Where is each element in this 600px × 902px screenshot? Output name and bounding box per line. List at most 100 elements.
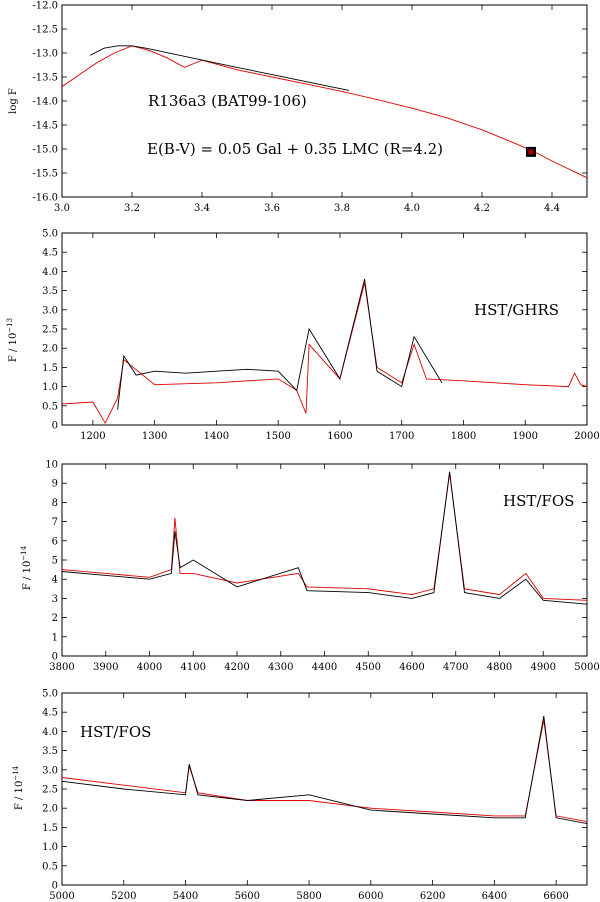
fos-red-x-tick-label: 5600 [235, 891, 260, 902]
ghrs-observed-line [117, 278, 443, 410]
fos-blue-x-tick-label: 3800 [49, 662, 74, 673]
sed-y-tick-label: -12.0 [32, 1, 58, 12]
fos-red-y-tick-label: 4.5 [42, 708, 58, 719]
sed-y-tick-label: -16.0 [32, 193, 58, 204]
ghrs-x-tick-label: 1200 [80, 431, 105, 442]
fos-red-x-tick-label: 6600 [543, 891, 568, 902]
fos-blue-x-tick-label: 4100 [181, 662, 206, 673]
ghrs-x-tick-label: 1800 [451, 431, 476, 442]
ghrs-y-tick-label: 3.5 [42, 286, 58, 297]
ghrs-y-tick-label: 2.0 [42, 344, 58, 355]
fos-red-y-axis-label: F / 10−14 [12, 765, 25, 810]
sed-x-tick-label: 3.8 [334, 203, 350, 214]
ghrs-y-tick-label: 4.5 [42, 248, 58, 259]
fos-red-y-tick-label: 2.5 [42, 785, 58, 796]
sed-y-tick-label: -13.5 [32, 73, 58, 84]
sed-y-tick-label: -15.0 [32, 145, 58, 156]
fos-blue-x-tick-label: 4400 [312, 662, 337, 673]
fos-blue-x-tick-label: 4000 [137, 662, 162, 673]
sed-panel: log F 3.0 3.2 3.4 3.6 3.8 4.0 4.2 4.4 -16.0 -15.5… [8, 1, 588, 214]
fos-blue-y-tick-label: 6 [52, 536, 58, 547]
fos-blue-y-tick-label: 5 [52, 556, 58, 567]
sed-photometry-point-core [528, 149, 534, 155]
ghrs-x-tick-label: 1700 [389, 431, 414, 442]
sed-x-tick-label: 4.4 [544, 203, 560, 214]
fos-red-observed-line [62, 715, 587, 825]
sed-x-tick-label: 3.4 [194, 203, 210, 214]
fos-red-x-tick-label: 6200 [420, 891, 445, 902]
sed-reddening-label: E(B-V) = 0.05 Gal + 0.35 LMC (R=4.2) [147, 140, 443, 158]
ghrs-y-tick-label: 0.5 [42, 401, 58, 412]
fos-red-y-tick-label: 1.0 [42, 842, 58, 853]
sed-model-line [62, 45, 587, 179]
fos-blue-panel: F / 10−14 3800 3900 4000 4100 4200 4300 4400 45… [20, 460, 600, 674]
fos-red-y-tick-label: 1.5 [42, 823, 58, 834]
ghrs-x-tick-label: 1400 [204, 431, 229, 442]
ghrs-panel: F / 10−13 1200 1300 1400 1500 1600 1700 1800 19… [6, 229, 600, 443]
fos-blue-y-tick-label: 1 [52, 632, 58, 643]
fos-red-plot-frame [61, 692, 588, 886]
fos-red-x-tick-label: 6400 [482, 891, 507, 902]
fos-blue-instrument-label: HST/FOS [503, 492, 574, 510]
fos-blue-x-tick-label: 4700 [443, 662, 468, 673]
fos-blue-y-tick-label: 0 [52, 652, 58, 663]
sed-plot-frame [61, 4, 588, 198]
ghrs-x-tick-label: 1600 [327, 431, 352, 442]
fos-blue-y-tick-label: 7 [52, 517, 58, 528]
fos-red-y-tick-label: 0.5 [42, 861, 58, 872]
sed-y-tick-label: -13.0 [32, 49, 58, 60]
sed-x-tick-label: 4.2 [474, 203, 490, 214]
fos-red-x-tick-label: 5800 [296, 891, 321, 902]
fos-red-y-tick-label: 0 [52, 881, 58, 892]
ghrs-y-tick-label: 5.0 [42, 229, 58, 240]
fos-red-x-tick-label: 5400 [173, 891, 198, 902]
sed-y-tick-label: -15.5 [32, 169, 58, 180]
ghrs-y-tick-label: 1.5 [42, 363, 58, 374]
sed-y-tick-label: -14.5 [32, 121, 58, 132]
sed-y-tick-label: -12.5 [32, 25, 58, 36]
fos-blue-x-tick-label: 4900 [531, 662, 556, 673]
sed-x-tick-label: 3.2 [124, 203, 140, 214]
fos-blue-y-tick-label: 9 [52, 479, 58, 490]
fos-blue-x-tick-label: 4200 [224, 662, 249, 673]
fos-red-y-tick-label: 3.0 [42, 765, 58, 776]
ghrs-y-tick-label: 2.5 [42, 325, 58, 336]
ghrs-y-axis-label: F / 10−13 [6, 318, 19, 362]
sed-y-axis-label: log F [8, 88, 19, 114]
fos-blue-y-axis-label: F / 10−14 [20, 545, 33, 590]
ghrs-y-tick-label: 3.0 [42, 305, 58, 316]
fos-blue-x-tick-label: 4800 [487, 662, 512, 673]
fos-red-panel: F / 10−14 5000 5200 5400 5600 5800 6000 6200 64… [12, 689, 588, 902]
ghrs-x-tick-label: 1900 [513, 431, 538, 442]
sed-observed-line [89, 45, 350, 91]
fos-red-x-tick-label: 5000 [49, 891, 74, 902]
ghrs-y-tick-label: 4.0 [42, 267, 58, 278]
ghrs-y-tick-label: 1.0 [42, 382, 58, 393]
ghrs-y-tick-label: 0 [52, 421, 58, 432]
ghrs-plot-frame [61, 232, 588, 426]
sed-star-label: R136a3 (BAT99-106) [148, 92, 307, 110]
sed-y-tick-label: -14.0 [32, 97, 58, 108]
ghrs-x-tick-label: 1500 [265, 431, 290, 442]
fos-blue-y-tick-label: 10 [45, 460, 58, 471]
fos-blue-x-tick-label: 4500 [356, 662, 381, 673]
fos-blue-x-tick-label: 4600 [399, 662, 424, 673]
fos-red-y-tick-label: 2.0 [42, 804, 58, 815]
ghrs-instrument-label: HST/GHRS [474, 301, 559, 319]
fos-blue-x-tick-label: 3900 [93, 662, 118, 673]
fos-red-x-tick-label: 5200 [111, 891, 136, 902]
fos-red-y-tick-label: 4.0 [42, 727, 58, 738]
sed-x-tick-label: 3.6 [264, 203, 280, 214]
fos-red-x-tick-label: 6000 [358, 891, 383, 902]
fos-blue-y-tick-label: 3 [52, 594, 58, 605]
fos-blue-y-tick-label: 8 [52, 498, 58, 509]
fos-red-instrument-label: HST/FOS [80, 723, 151, 741]
fos-blue-y-tick-label: 2 [52, 613, 58, 624]
fos-blue-x-tick-label: 5000 [574, 662, 599, 673]
ghrs-x-tick-label: 2000 [574, 431, 599, 442]
sed-x-tick-label: 3.0 [54, 203, 70, 214]
sed-x-tick-label: 4.0 [404, 203, 420, 214]
fos-blue-x-tick-label: 4300 [268, 662, 293, 673]
fos-red-y-tick-label: 5.0 [42, 689, 58, 700]
